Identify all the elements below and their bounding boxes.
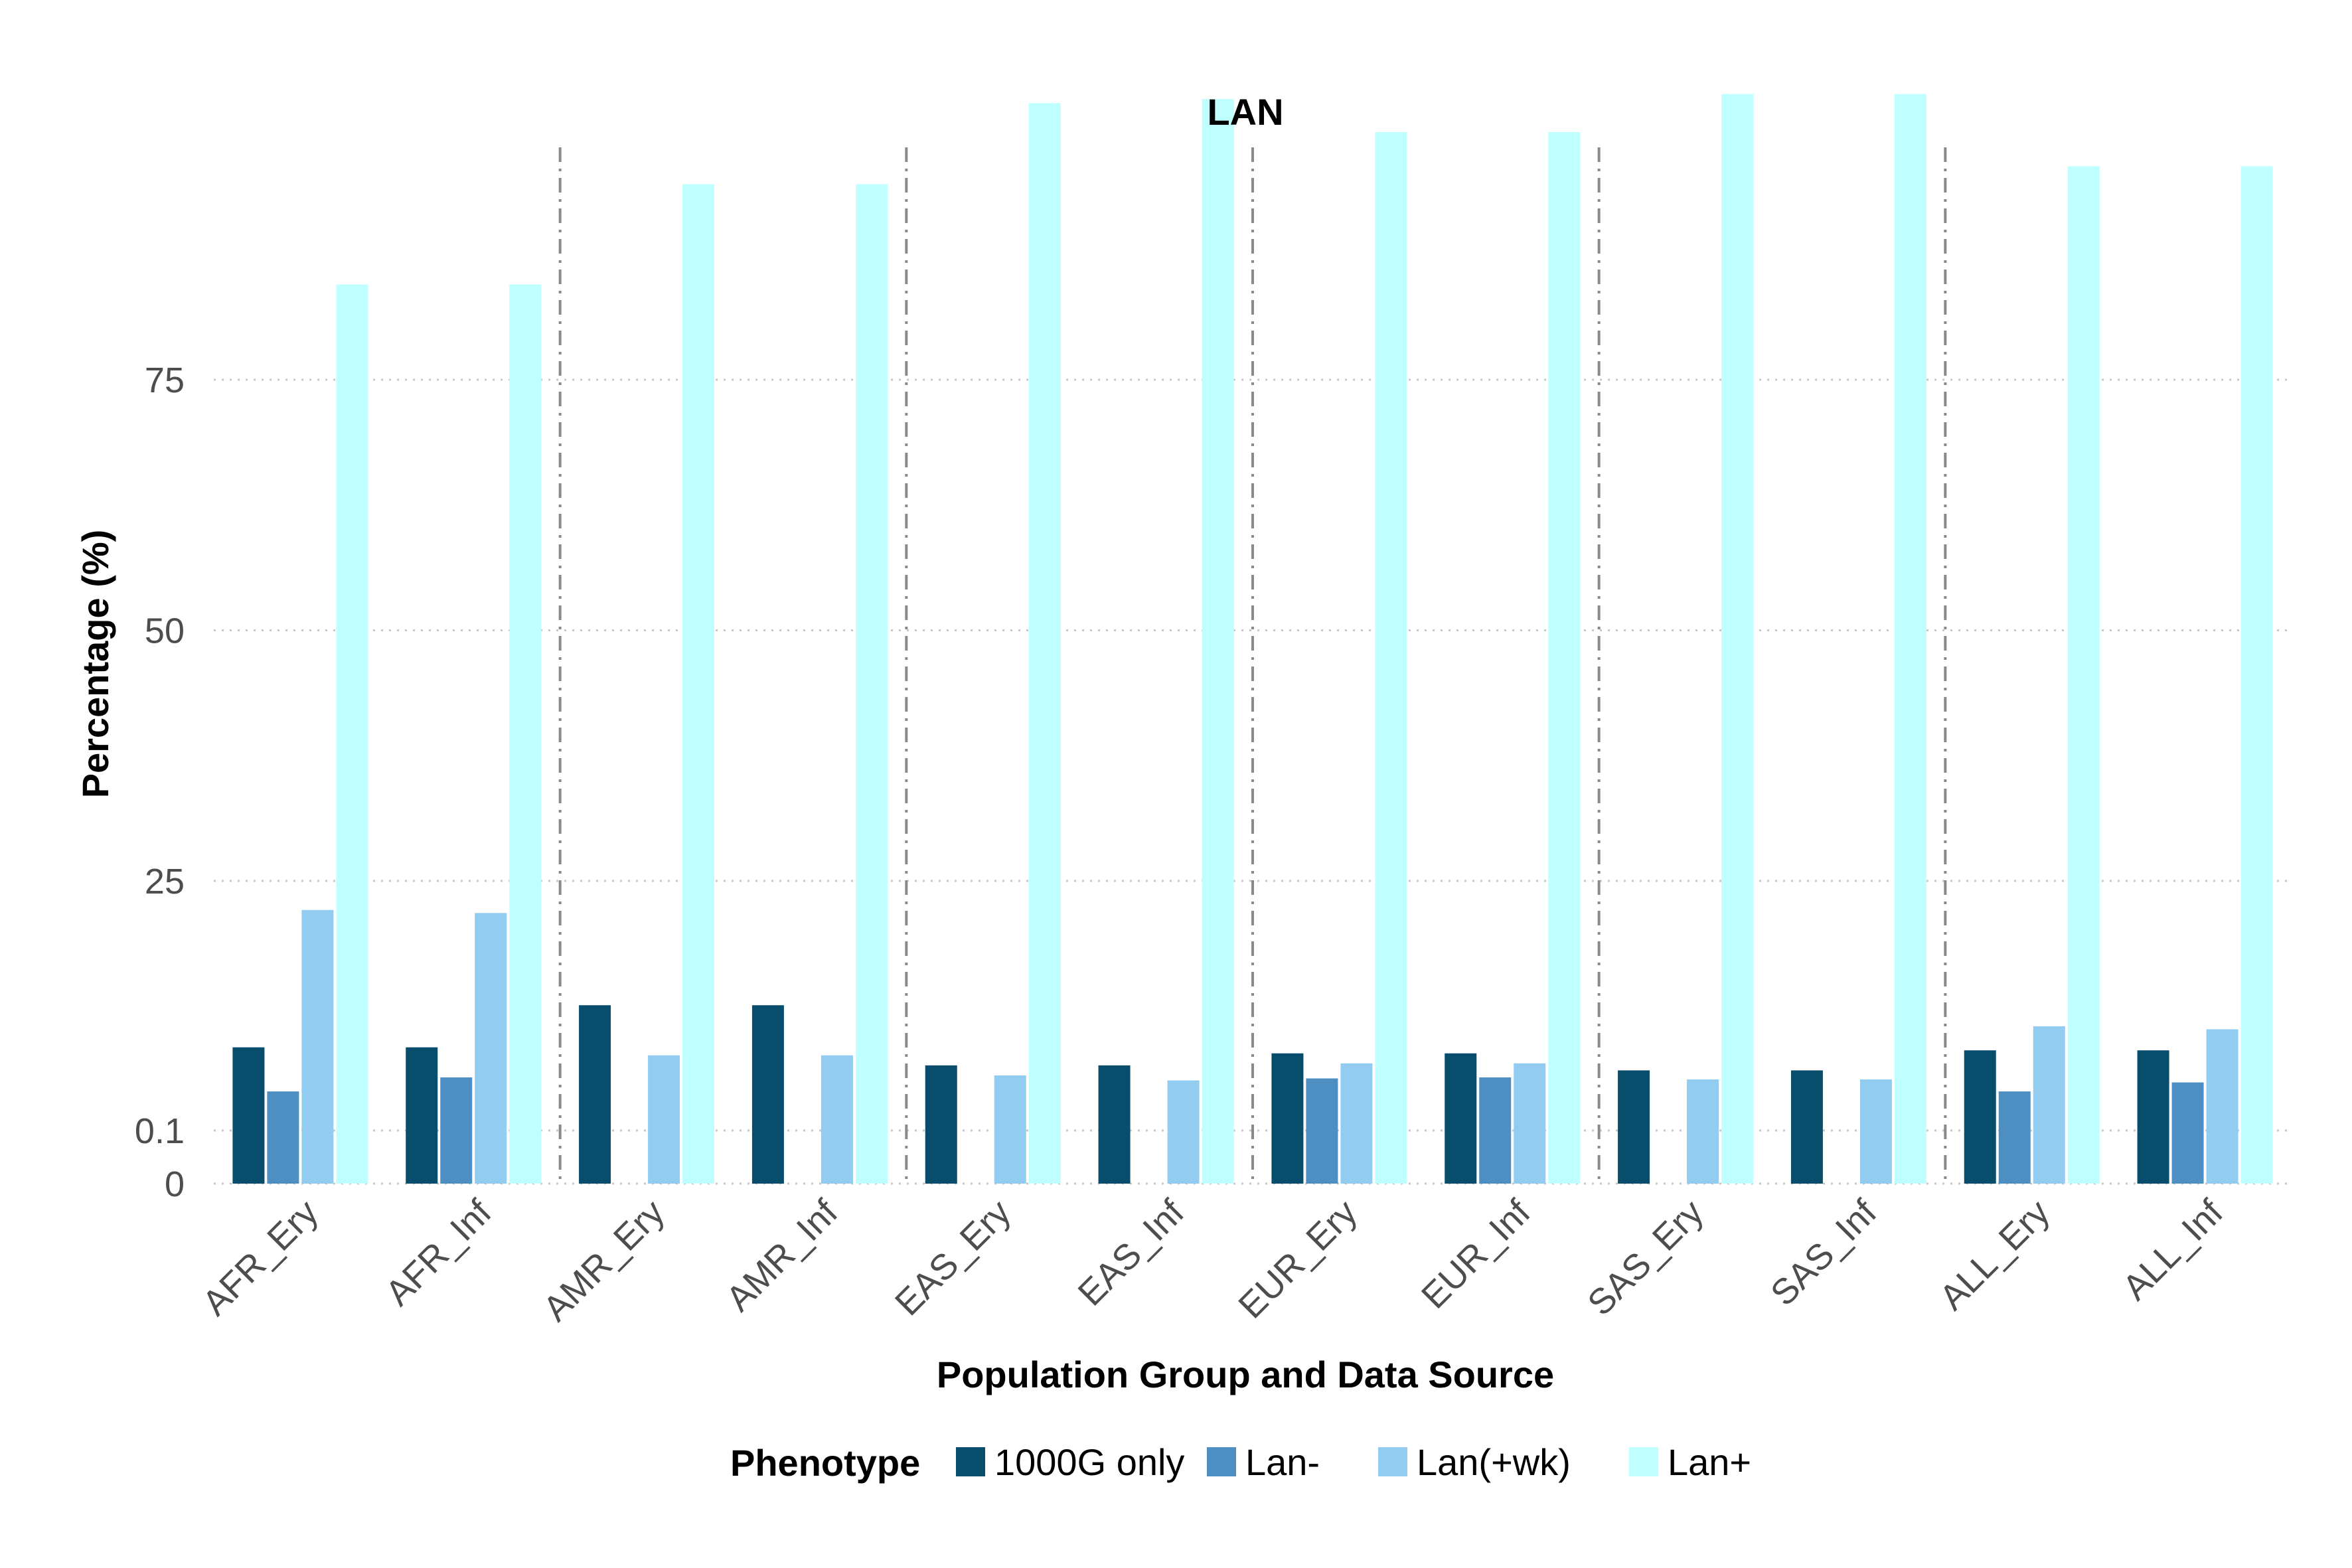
legend-label: 1000G only: [994, 1441, 1184, 1483]
bar-ALL_Ery-0: [1964, 1050, 1996, 1184]
legend-swatch: [1378, 1447, 1407, 1476]
bars: [232, 94, 2273, 1184]
legend-swatch: [1207, 1447, 1236, 1476]
legend-label: Lan-: [1245, 1441, 1320, 1483]
legend-label: Lan+: [1668, 1441, 1751, 1483]
y-tick-label: 25: [145, 862, 185, 902]
bar-AFR_Inf-1: [440, 1077, 473, 1184]
bar-SAS_Inf-2: [1859, 1079, 1892, 1184]
bar-AMR_Ery-3: [682, 184, 715, 1184]
bar-AFR_Ery-3: [336, 284, 368, 1184]
bar-EAS_Ery-3: [1028, 103, 1061, 1184]
bar-ALL_Inf-1: [2171, 1082, 2204, 1184]
bar-EUR_Ery-1: [1306, 1078, 1338, 1184]
bar-AFR_Ery-2: [301, 909, 334, 1184]
bar-EAS_Ery-0: [925, 1065, 957, 1184]
bar-ALL_Ery-3: [2067, 166, 2100, 1184]
group-separators: [558, 147, 1947, 1184]
legend-swatch: [956, 1447, 985, 1476]
y-tick-labels: 0 0.1 25 50 75: [135, 360, 185, 1204]
bar-ALL_Inf-2: [2206, 1029, 2238, 1184]
bar-SAS_Ery-3: [1721, 94, 1754, 1184]
bar-AFR_Inf-3: [509, 284, 542, 1184]
bar-AFR_Inf-0: [406, 1047, 438, 1184]
bar-SAS_Ery-2: [1687, 1079, 1719, 1184]
x-axis-title: Population Group and Data Source: [937, 1354, 1554, 1395]
bar-EUR_Inf-1: [1479, 1077, 1512, 1184]
bar-EUR_Ery-3: [1375, 132, 1407, 1184]
legend-title: Phenotype: [730, 1442, 920, 1484]
bar-EAS_Inf-0: [1098, 1065, 1131, 1184]
bar-EUR_Ery-0: [1271, 1053, 1304, 1184]
bar-EUR_Inf-3: [1548, 132, 1581, 1184]
bar-EUR_Ery-2: [1340, 1063, 1373, 1184]
bar-ALL_Inf-3: [2240, 166, 2273, 1184]
bar-ALL_Inf-0: [2137, 1050, 2169, 1184]
legend: Phenotype 1000G only Lan- Lan(+wk) Lan+: [730, 1441, 1751, 1484]
bar-SAS_Ery-0: [1618, 1070, 1650, 1184]
legend-swatch: [1629, 1447, 1658, 1476]
bar-SAS_Inf-0: [1790, 1070, 1823, 1184]
bar-SAS_Inf-3: [1894, 94, 1926, 1184]
y-tick-label: 0: [165, 1164, 185, 1204]
bar-EUR_Inf-0: [1445, 1053, 1477, 1184]
bar-AFR_Ery-0: [232, 1047, 265, 1184]
bar-EAS_Inf-3: [1202, 99, 1234, 1184]
bar-EAS_Inf-2: [1167, 1080, 1200, 1184]
bar-EUR_Inf-2: [1514, 1063, 1546, 1184]
y-tick-label: 50: [145, 611, 185, 651]
y-tick-label: 75: [145, 360, 185, 400]
bar-AFR_Ery-1: [267, 1091, 299, 1184]
legend-label: Lan(+wk): [1417, 1441, 1571, 1483]
legend-items: 1000G only Lan- Lan(+wk) Lan+: [956, 1441, 1751, 1483]
bar-AMR_Inf-3: [855, 184, 888, 1184]
bar-AMR_Inf-2: [821, 1055, 853, 1184]
bar-EAS_Ery-2: [994, 1075, 1026, 1184]
y-axis-title: Percentage (%): [74, 530, 116, 799]
bar-AMR_Ery-2: [648, 1055, 680, 1184]
bar-AMR_Inf-0: [751, 1005, 784, 1184]
bar-ALL_Ery-2: [2033, 1026, 2065, 1184]
chart-title: LAN: [1207, 91, 1283, 133]
bar-AFR_Inf-2: [475, 913, 507, 1184]
bar-AMR_Ery-0: [579, 1005, 611, 1184]
bar-ALL_Ery-1: [1998, 1091, 2031, 1184]
y-tick-label: 0.1: [135, 1111, 185, 1151]
